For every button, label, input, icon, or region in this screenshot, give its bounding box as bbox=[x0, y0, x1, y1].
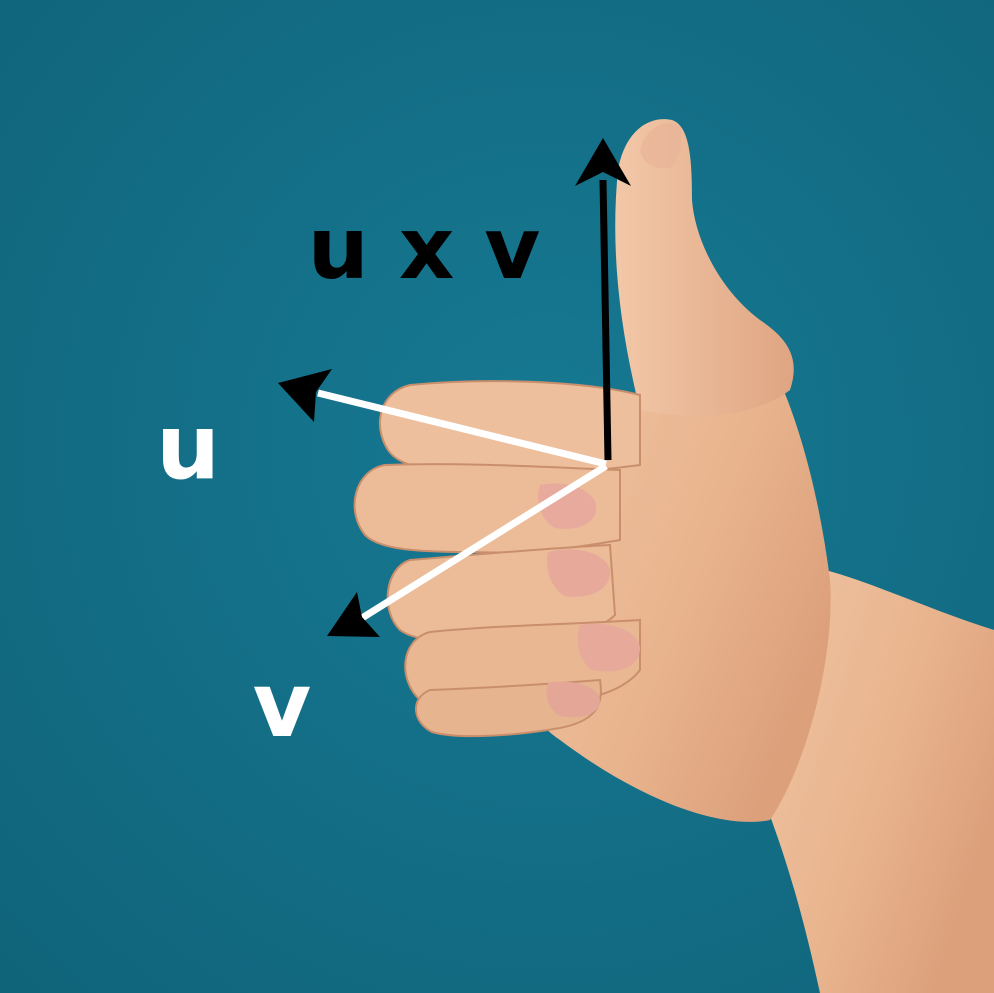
cross-product-label: u x v bbox=[308, 199, 541, 299]
little-fingernail bbox=[546, 681, 600, 718]
ring-fingernail bbox=[547, 549, 611, 597]
vector-v-arrow bbox=[327, 463, 608, 637]
pinky-fingernail bbox=[577, 623, 640, 672]
vector-u-label: u bbox=[156, 395, 220, 500]
cross-product-arrow bbox=[575, 138, 631, 461]
thumbnail bbox=[640, 123, 682, 169]
vector-u-arrowhead bbox=[278, 369, 332, 422]
cross-product-arrowhead bbox=[575, 138, 631, 186]
vector-u-arrow bbox=[278, 369, 607, 468]
vector-v-arrowhead bbox=[327, 592, 380, 637]
middle-fingernail bbox=[538, 483, 597, 529]
right-hand-illustration bbox=[353, 119, 994, 993]
thumb bbox=[615, 119, 794, 416]
vector-v-label: v bbox=[253, 653, 312, 758]
